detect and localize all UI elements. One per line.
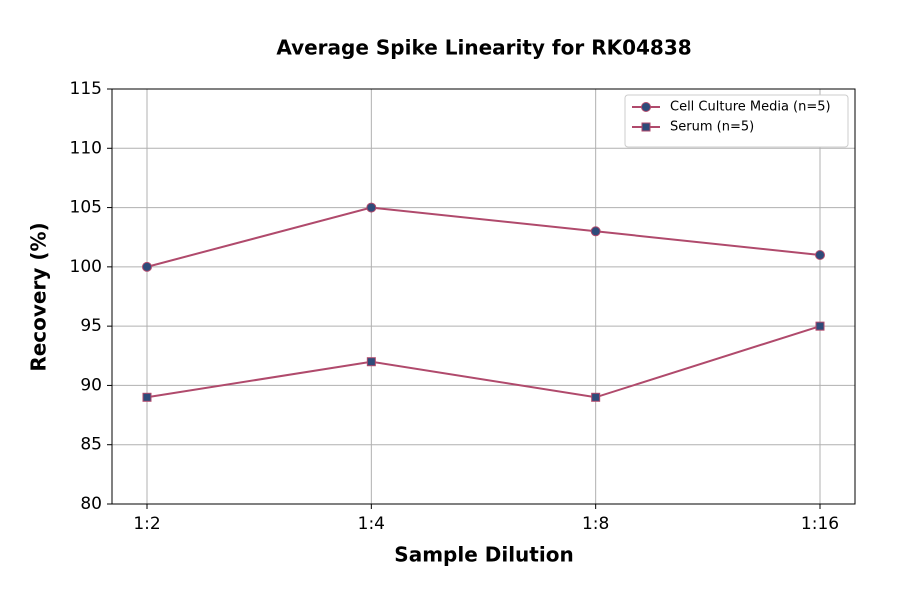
marker xyxy=(641,102,651,112)
x-tick-label: 1:2 xyxy=(133,514,160,534)
chart-title: Average Spike Linearity for RK04838 xyxy=(276,36,691,60)
legend-frame xyxy=(624,94,849,148)
legend-label: Serum (n=5) xyxy=(670,120,754,135)
marker xyxy=(641,122,651,132)
x-tick-label: 1:8 xyxy=(582,514,609,534)
x-axis-label: Sample Dilution xyxy=(394,543,573,567)
marker xyxy=(590,226,601,237)
marker xyxy=(815,321,825,331)
marker xyxy=(142,392,152,402)
series-line xyxy=(146,206,821,268)
y-tick-label: 80 xyxy=(80,494,102,514)
y-tick-label: 95 xyxy=(80,316,102,336)
x-tick-label: 1:4 xyxy=(358,514,385,534)
y-tick-label: 100 xyxy=(70,257,102,277)
marker xyxy=(366,357,376,367)
legend: Cell Culture Media (n=5) Serum (n=5) xyxy=(624,94,849,148)
marker xyxy=(815,250,826,260)
plot-frame xyxy=(111,88,856,505)
y-tick-label: 90 xyxy=(80,375,102,395)
marker xyxy=(591,392,601,402)
y-tick-label: 115 xyxy=(70,79,102,99)
marker xyxy=(141,261,152,272)
legend-label: Cell Culture Media (n=5) xyxy=(670,100,831,115)
series-line xyxy=(146,325,821,399)
x-tick-label: 1:16 xyxy=(801,514,839,534)
y-tick-label: 105 xyxy=(70,198,102,218)
y-tick-label: 85 xyxy=(80,435,102,455)
y-axis-label: Recovery (%) xyxy=(27,222,51,371)
y-tick-label: 110 xyxy=(70,138,102,158)
marker xyxy=(366,202,377,213)
